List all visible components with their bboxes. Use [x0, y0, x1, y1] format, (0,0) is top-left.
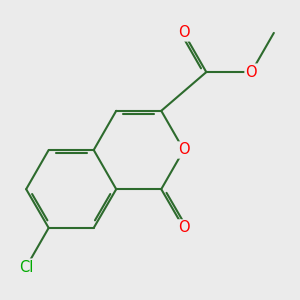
Text: Cl: Cl — [19, 260, 33, 274]
Text: O: O — [178, 220, 190, 236]
Text: O: O — [245, 64, 257, 80]
Text: O: O — [178, 142, 190, 158]
Text: O: O — [178, 26, 190, 40]
